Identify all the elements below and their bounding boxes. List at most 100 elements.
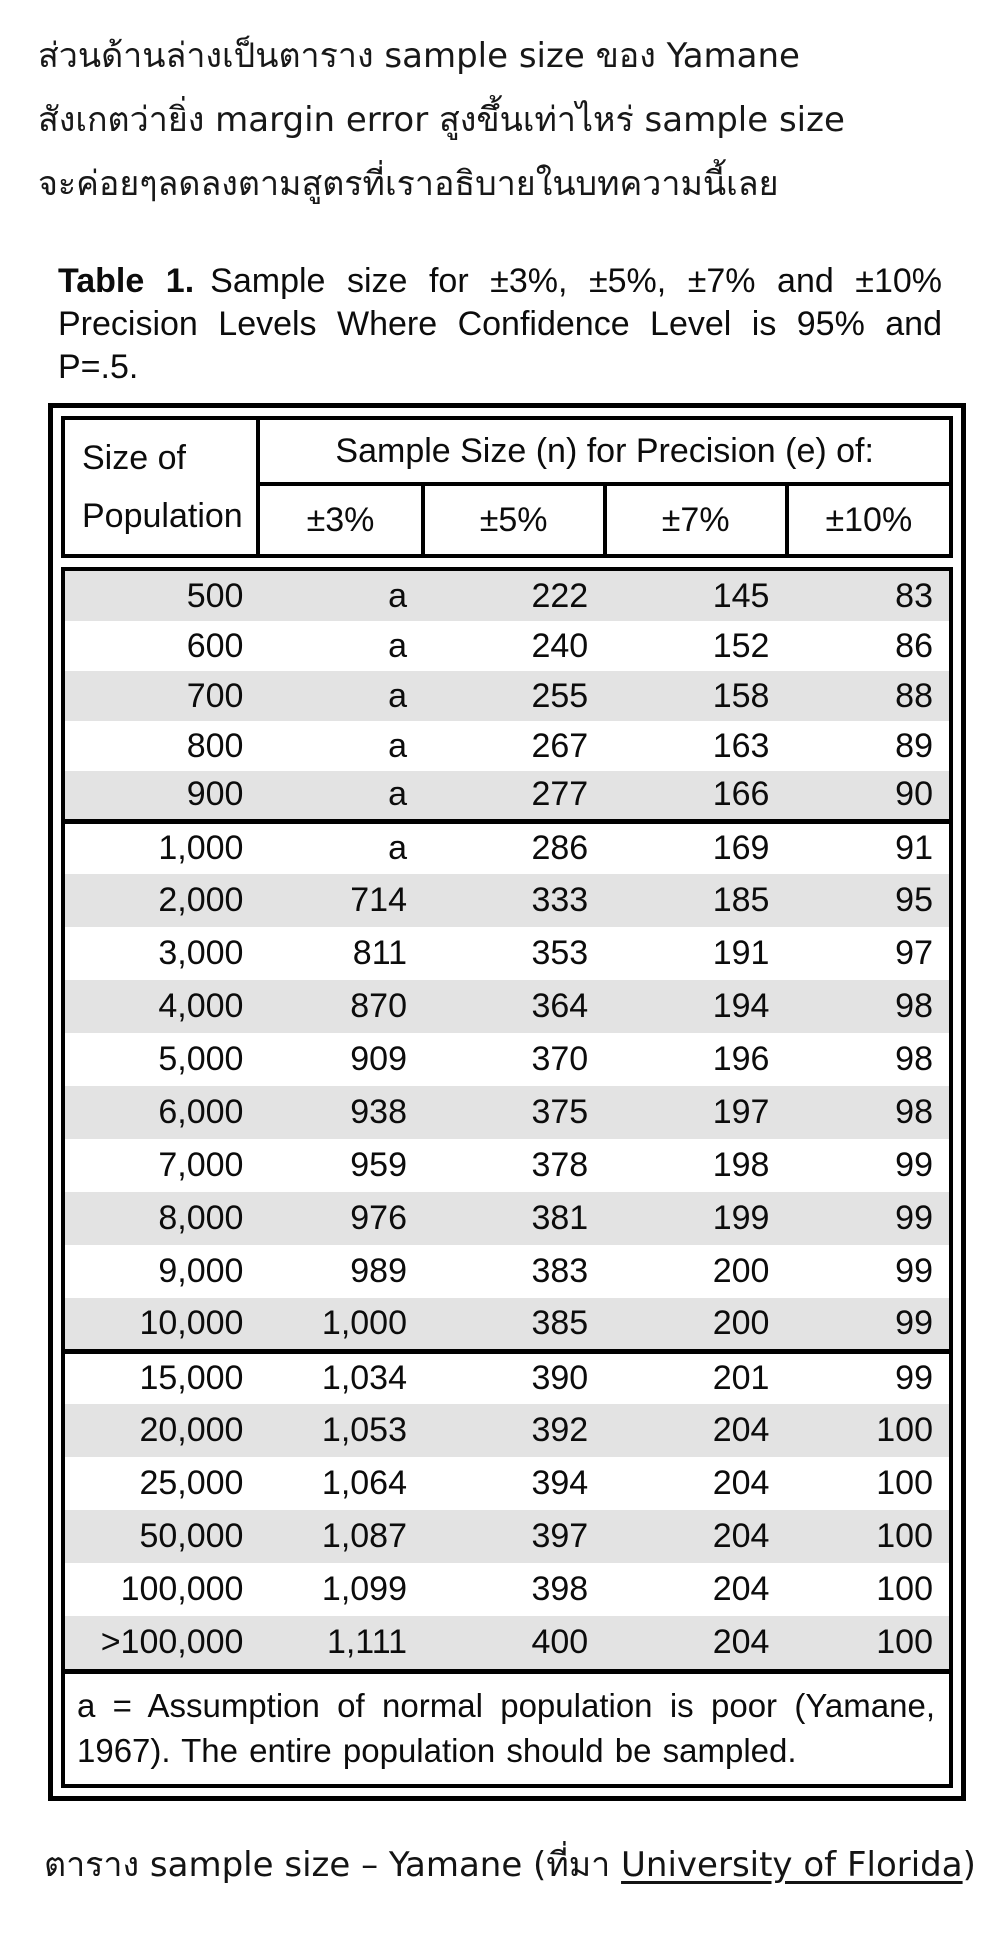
table-cell: 163 (712, 726, 770, 765)
table-cell: 4,000 (158, 987, 244, 1025)
table-header: Size of Population Sample Size (n) for P… (60, 416, 954, 558)
table-cell: 1,000 (158, 829, 244, 868)
table-cell: 197 (712, 1093, 770, 1131)
table-cell: 89 (895, 726, 933, 765)
table-cell: 222 (531, 576, 589, 615)
table-cell: 100 (876, 1517, 933, 1555)
table-cell: 10,000 (139, 1303, 244, 1342)
table-row: 100,000 1,099 398 204 100 (65, 1563, 949, 1616)
table-row: 500 a 222 145 83 (65, 571, 949, 621)
table-cell: a (388, 576, 407, 615)
table-cell: 194 (712, 987, 770, 1025)
table-cell: 204 (712, 1517, 770, 1555)
table-cell: 240 (531, 626, 589, 665)
table-cell: a (388, 726, 407, 765)
table-cell: 381 (531, 1199, 589, 1237)
table-cell: 398 (531, 1570, 589, 1608)
table-row: 9,000 989 383 200 99 (65, 1245, 949, 1298)
table-cell: 200 (712, 1252, 770, 1290)
table-cell: 277 (531, 775, 589, 814)
table-cell: 5,000 (158, 1040, 244, 1078)
table-row: 900 a 277 166 90 (65, 771, 949, 821)
intro-line: สังเกตว่ายิ่ง margin error สูงขึ้นเท่าไห… (38, 100, 845, 140)
table-cell: 714 (350, 881, 407, 919)
table-title-label: Table 1. (58, 262, 195, 300)
table-body-box: 500 a 222 145 83 600 a 240 152 86 700 a 255 158 88 800 a… (61, 567, 953, 1788)
table-cell: >100,000 (100, 1623, 244, 1661)
table-cell: 1,034 (321, 1359, 407, 1398)
table-cell: 383 (531, 1252, 589, 1290)
table-cell: 100,000 (120, 1570, 244, 1608)
table-cell: 99 (895, 1359, 933, 1398)
table-row: 2,000 714 333 185 95 (65, 874, 949, 927)
table-cell: 50,000 (139, 1517, 244, 1555)
table-title: Table 1. Sample size for ±3%, ±5%, ±7% an… (58, 260, 942, 389)
header-group-label: Sample Size (n) for Precision (e) of: (256, 416, 953, 486)
table-title-text: Sample size for ±3%, ±5%, ±7% and ±10% P… (58, 262, 942, 386)
table-row: 3,000 811 353 191 97 (65, 927, 949, 980)
table-cell: 25,000 (139, 1464, 244, 1502)
table-cell: 99 (895, 1252, 933, 1290)
table-footnote: a = Assumption of normal population is p… (65, 1669, 949, 1784)
table-body: 500 a 222 145 83 600 a 240 152 86 700 a 255 158 88 800 a… (65, 571, 949, 1669)
header-precision-5pct: ±5% (420, 482, 607, 558)
table-cell: 90 (895, 775, 933, 814)
intro-line: จะค่อยๆลดลงตามสูตรที่เราอธิบายในบทความนี… (38, 164, 779, 204)
table-cell: 255 (531, 676, 589, 715)
table-cell: 97 (895, 934, 933, 972)
header-precision-7pct: ±7% (602, 482, 789, 558)
table-cell: 98 (895, 987, 933, 1025)
table-cell: 99 (895, 1199, 933, 1237)
table-cell: 378 (531, 1146, 589, 1184)
table-cell: a (388, 626, 407, 665)
table-cell: 204 (712, 1623, 770, 1661)
table-cell: 1,099 (321, 1570, 407, 1608)
table-cell: 99 (895, 1146, 933, 1184)
header-precision-3pct: ±3% (256, 482, 425, 558)
table-cell: 385 (531, 1303, 589, 1342)
table-cell: 909 (350, 1040, 407, 1078)
table-cell: 870 (350, 987, 407, 1025)
table-cell: 938 (350, 1093, 407, 1131)
table-cell: 169 (712, 829, 770, 868)
source-link[interactable]: University of Florida (621, 1845, 963, 1885)
table-cell: 83 (895, 576, 933, 615)
table-cell: 375 (531, 1093, 589, 1131)
table-cell: 199 (712, 1199, 770, 1237)
table-cell: 267 (531, 726, 589, 765)
table-cell: 95 (895, 881, 933, 919)
table-cell: 364 (531, 987, 589, 1025)
table-cell: 370 (531, 1040, 589, 1078)
table-cell: 989 (350, 1252, 407, 1290)
table-cell: 394 (531, 1464, 589, 1502)
table-cell: 158 (712, 676, 770, 715)
table-row: 4,000 870 364 194 98 (65, 980, 949, 1033)
table-cell: 811 (352, 934, 407, 972)
table-cell: 3,000 (158, 934, 244, 972)
table-cell: 700 (186, 676, 244, 715)
table-group-1: 500 a 222 145 83 600 a 240 152 86 700 a 255 158 88 800 a… (65, 571, 949, 821)
table-cell: 353 (531, 934, 589, 972)
table-cell: 600 (186, 626, 244, 665)
table-cell: 100 (876, 1570, 933, 1608)
table-row: 7,000 959 378 198 99 (65, 1139, 949, 1192)
table-cell: 196 (712, 1040, 770, 1078)
table-cell: 9,000 (158, 1252, 244, 1290)
table-cell: 1,000 (321, 1303, 407, 1342)
table-row: 20,000 1,053 392 204 100 (65, 1404, 949, 1457)
table-cell: 333 (531, 881, 589, 919)
table-group-3: 15,000 1,034 390 201 99 20,000 1,053 392 204 100 2… (65, 1351, 949, 1669)
table-group-2: 1,000 a 286 169 91 2,000 714 333 185 95 3,000 811 35… (65, 821, 949, 1351)
table-cell: 1,053 (321, 1411, 407, 1449)
table-cell: a (388, 829, 407, 868)
table-cell: 152 (712, 626, 770, 665)
header-size-of-population: Size of Population (60, 416, 261, 558)
table-cell: 959 (350, 1146, 407, 1184)
table-row: 15,000 1,034 390 201 99 (65, 1351, 949, 1404)
table-cell: 900 (186, 775, 244, 814)
table-cell: 98 (895, 1040, 933, 1078)
intro-line: ส่วนด้านล่างเป็นตาราง sample size ของ Ya… (38, 36, 800, 76)
table-row: 5,000 909 370 196 98 (65, 1033, 949, 1086)
table-cell: 1,087 (321, 1517, 407, 1555)
table-row: 600 a 240 152 86 (65, 621, 949, 671)
